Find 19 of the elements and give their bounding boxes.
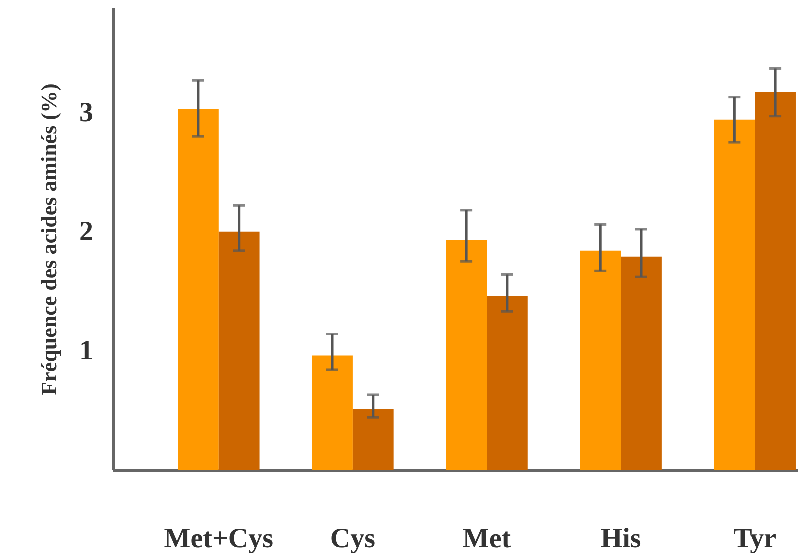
y-tick-label: 2 xyxy=(80,216,94,248)
x-tick-label: Met+Cys xyxy=(164,524,274,554)
bar xyxy=(714,120,756,470)
y-axis-title: Fréquence des acides aminés (%) xyxy=(36,84,62,396)
bar xyxy=(352,409,394,470)
bar xyxy=(755,92,796,470)
bar xyxy=(487,296,528,470)
bar xyxy=(312,356,353,470)
y-tick-label: 3 xyxy=(80,97,94,128)
bar xyxy=(580,250,622,470)
bar xyxy=(218,232,260,470)
y-tick-label: 1 xyxy=(80,335,94,366)
x-tick-label: Cys xyxy=(330,524,376,554)
x-tick-label: Met xyxy=(462,524,512,554)
bar xyxy=(621,256,662,470)
x-tick-label: His xyxy=(600,524,642,554)
bar xyxy=(178,109,219,470)
x-tick-label: Tyr xyxy=(734,524,777,554)
bar xyxy=(446,240,487,470)
